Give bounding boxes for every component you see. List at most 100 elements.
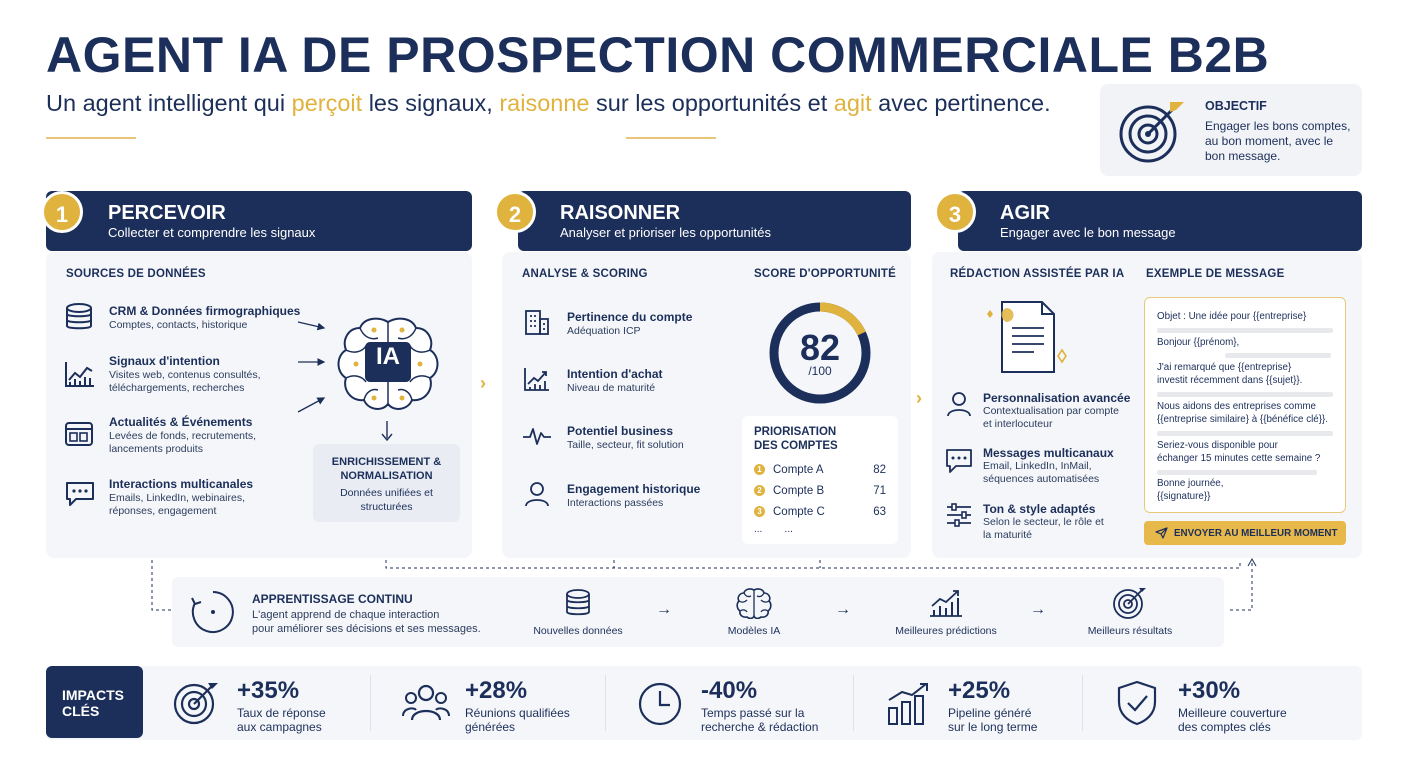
blur-line bbox=[1157, 328, 1333, 333]
prioritisation-card: PRIORISATION DES COMPTES 1 Compte A 82 2 Co… bbox=[742, 416, 898, 544]
user-icon bbox=[525, 482, 549, 507]
message-paragraph: investit récemment dans {{sujet}}. bbox=[1157, 375, 1303, 386]
criterion-desc: Niveau de maturité bbox=[567, 382, 656, 394]
message-greeting: Bonjour {{prénom}, bbox=[1157, 337, 1240, 348]
objective-card: OBJECTIF Engager les bons comptes, au bo… bbox=[1100, 84, 1362, 176]
trend-icon bbox=[930, 590, 962, 617]
score-value: 82 bbox=[799, 327, 841, 368]
section-label-example: EXEMPLE DE MESSAGE bbox=[1146, 268, 1285, 280]
person-icon bbox=[947, 392, 971, 417]
learning-band bbox=[172, 577, 1224, 647]
highlight-percoit: perçoit bbox=[291, 90, 363, 116]
objective-text: Engager les bons comptes, au bon moment,… bbox=[1205, 119, 1351, 163]
objective-label: OBJECTIF bbox=[1205, 99, 1267, 113]
source-desc: Emails, LinkedIn, webinaires, bbox=[109, 492, 245, 504]
prioritisation-title: PRIORISATION DES COMPTES bbox=[754, 426, 838, 452]
criterion-desc: Adéquation ICP bbox=[567, 325, 641, 337]
feature-title: Ton & style adaptés bbox=[983, 502, 1096, 516]
target-icon bbox=[1113, 588, 1146, 619]
feature-desc: et interlocuteur bbox=[983, 418, 1053, 430]
feature-desc: Email, LinkedIn, InMail, bbox=[983, 460, 1092, 472]
message-example-card: Objet : Une idée pour {{entreprise} Bonj… bbox=[1144, 297, 1346, 513]
impact-value: -40% bbox=[701, 677, 758, 704]
divider bbox=[853, 675, 854, 731]
section-label-score: SCORE D'OPPORTUNITÉ bbox=[754, 268, 896, 280]
impacts-label-box: IMPACTS CLÉS bbox=[46, 666, 143, 738]
highlight-raisonne: raisonne bbox=[499, 90, 590, 116]
divider bbox=[370, 675, 371, 731]
criterion-desc: Taille, secteur, fit solution bbox=[567, 439, 684, 451]
impact-value: +35% bbox=[237, 677, 300, 704]
source-title: Signaux d'intention bbox=[109, 354, 220, 368]
learning-stage-label: Modèles IA bbox=[727, 625, 781, 637]
message-signature: {{signature}} bbox=[1157, 491, 1211, 502]
database-icon bbox=[566, 589, 590, 616]
learning-title: APPRENTISSAGE CONTINU bbox=[252, 592, 413, 606]
score-max: /100 bbox=[808, 364, 832, 378]
feature-desc: Selon le secteur, le rôle et bbox=[983, 516, 1104, 528]
step-title: PERCEVOIR bbox=[108, 202, 226, 224]
message-paragraph: {{entreprise similaire} à {{bénéfice clé… bbox=[1157, 414, 1329, 425]
source-desc: Comptes, contacts, historique bbox=[109, 319, 248, 331]
step-header-percevoir: PERCEVOIR Collecter et comprendre les si… bbox=[46, 191, 472, 251]
title-rule-right bbox=[626, 137, 716, 139]
step-subtitle: Engager avec le bon message bbox=[1000, 225, 1176, 240]
page-subtitle: Un agent intelligent qui perçoit les sig… bbox=[46, 90, 1051, 116]
document-ai-icon bbox=[987, 301, 1067, 373]
impact-value: +25% bbox=[948, 677, 1011, 704]
feature-title: Messages multicanaux bbox=[983, 446, 1114, 460]
step-subtitle: Collecter et comprendre les signaux bbox=[108, 225, 316, 240]
arrow-right-icon: → bbox=[656, 601, 672, 618]
page-title: AGENT IA DE PROSPECTION COMMERCIALE B2B bbox=[46, 27, 1270, 83]
impact-desc: Meilleure couverture bbox=[1178, 706, 1287, 720]
impact-desc: des comptes clés bbox=[1178, 720, 1271, 734]
refresh-cycle-icon bbox=[191, 591, 234, 633]
impact-desc: Pipeline généré bbox=[948, 706, 1032, 720]
source-title: Actualités & Événements bbox=[109, 415, 253, 429]
prioritisation-row: 1 Compte A 82 bbox=[754, 464, 886, 476]
score-gauge bbox=[769, 302, 871, 404]
sliders-icon bbox=[947, 503, 971, 527]
chevron-right-icon: › bbox=[916, 388, 922, 408]
feature-desc: la maturité bbox=[983, 529, 1033, 541]
team-icon bbox=[402, 684, 450, 721]
step-number-2: 2 bbox=[494, 191, 536, 233]
impact-desc: Réunions qualifiées bbox=[465, 706, 570, 720]
criterion-desc: Interactions passées bbox=[567, 497, 664, 509]
brain-icon bbox=[736, 588, 772, 619]
criterion-title: Engagement historique bbox=[567, 482, 701, 496]
divider bbox=[605, 675, 606, 731]
enrichment-desc: Données unifiées et structurées bbox=[340, 487, 433, 513]
learning-stage-label: Meilleurs résultats bbox=[1087, 625, 1173, 637]
chevron-right-icon: › bbox=[480, 373, 486, 393]
source-desc: Visites web, contenus consultés, bbox=[109, 369, 261, 381]
source-desc: lancements produits bbox=[109, 443, 203, 455]
learning-desc: L'agent apprend de chaque interaction bbox=[252, 609, 440, 621]
learning-desc: pour améliorer ses décisions et ses mess… bbox=[252, 623, 481, 635]
learning-loop-connector bbox=[151, 557, 1257, 611]
blur-line bbox=[1225, 353, 1331, 358]
message-subject: Objet : Une idée pour {{entreprise} bbox=[1157, 311, 1307, 322]
brain-label: IA bbox=[376, 343, 400, 370]
message-paragraph: J'ai remarqué que {{entreprise} bbox=[1157, 362, 1292, 373]
source-desc: Levées de fonds, recrutements, bbox=[109, 430, 257, 442]
section-label-analyse: ANALYSE & SCORING bbox=[522, 268, 648, 280]
target-icon bbox=[173, 683, 218, 725]
impact-desc: aux campagnes bbox=[237, 720, 322, 734]
impact-desc: sur le long terme bbox=[948, 720, 1038, 734]
arrows-to-brain bbox=[297, 321, 326, 413]
message-paragraph: Seriez-vous disponible pour bbox=[1157, 440, 1278, 451]
criterion-title: Intention d'achat bbox=[567, 367, 663, 381]
step-title: AGIR bbox=[1000, 202, 1050, 224]
enrichment-card: ENRICHISSEMENT & NORMALISATION Données un… bbox=[313, 444, 460, 522]
impact-desc: Temps passé sur la bbox=[701, 706, 805, 720]
prioritisation-row: 3 Compte C 63 bbox=[754, 506, 886, 518]
impact-desc: recherche & rédaction bbox=[701, 720, 819, 734]
send-best-time-button[interactable]: ENVOYER AU MEILLEUR MOMENT bbox=[1144, 521, 1346, 545]
send-button-label: ENVOYER AU MEILLEUR MOMENT bbox=[1174, 528, 1338, 539]
criterion-title: Pertinence du compte bbox=[567, 310, 693, 324]
step-subtitle: Analyser et prioriser les opportunités bbox=[560, 225, 771, 240]
prioritisation-more: ... ... bbox=[754, 524, 793, 535]
learning-stage-label: Nouvelles données bbox=[533, 625, 623, 637]
source-title: Interactions multicanales bbox=[109, 477, 254, 491]
